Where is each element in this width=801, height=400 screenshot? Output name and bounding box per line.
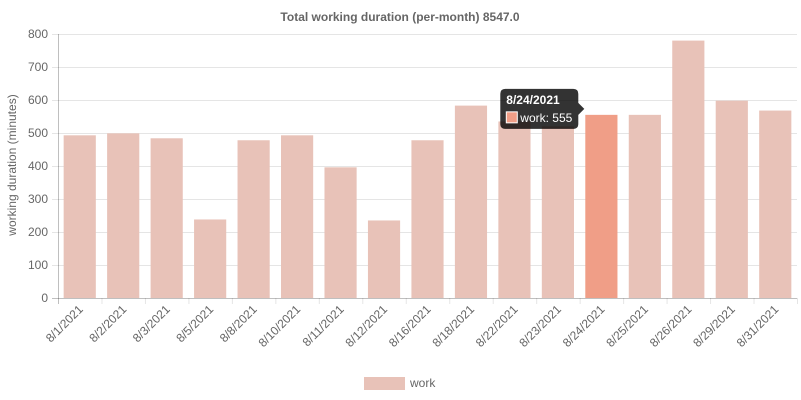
legend[interactable]: work [364, 376, 436, 390]
y-tick-label: 800 [28, 27, 48, 41]
tooltip-label: work: 555 [519, 111, 572, 125]
y-tick-label: 600 [28, 93, 48, 107]
bar[interactable] [672, 40, 705, 298]
bar[interactable] [759, 110, 792, 298]
x-tick-label: 8/25/2021 [603, 302, 651, 350]
y-tick-label: 500 [28, 126, 48, 140]
y-tick-label: 100 [28, 258, 48, 272]
bar[interactable] [324, 167, 357, 298]
x-tick-label: 8/23/2021 [516, 302, 564, 350]
bar[interactable] [541, 126, 574, 299]
bar[interactable] [411, 140, 444, 298]
bar[interactable] [281, 135, 314, 298]
y-tick-label: 700 [28, 60, 48, 74]
bar[interactable] [454, 105, 488, 298]
x-tick-label: 8/31/2021 [734, 302, 782, 350]
bar[interactable] [715, 100, 748, 298]
bar[interactable] [498, 121, 531, 298]
tooltip: 8/24/2021 work: 555 [500, 88, 585, 129]
bar[interactable] [237, 140, 270, 298]
tooltip-color-swatch [505, 111, 518, 124]
chart-title: Total working duration (per-month) 8547.… [280, 10, 519, 24]
x-tick-label: 8/16/2021 [386, 302, 434, 350]
x-tick-label: 8/24/2021 [560, 302, 608, 350]
y-tick-label: 400 [28, 159, 48, 173]
bar[interactable] [194, 219, 227, 298]
x-tick-label: 8/8/2021 [217, 302, 260, 345]
bar[interactable] [367, 220, 401, 298]
y-tick-labels: 0 100 200 300 400 500 600 700 800 [28, 27, 48, 305]
bar[interactable] [585, 114, 618, 298]
x-tick-label: 8/12/2021 [342, 302, 390, 350]
x-tick-label: 8/10/2021 [256, 302, 304, 350]
y-axis-title: working duration (minutes) [5, 94, 19, 236]
x-tick-label: 8/22/2021 [473, 302, 521, 350]
bar[interactable] [107, 133, 140, 298]
x-tick-label: 8/26/2021 [647, 302, 695, 350]
y-tick-label: 200 [28, 225, 48, 239]
legend-label: work [409, 376, 436, 390]
x-tick-label: 8/2/2021 [86, 302, 129, 345]
bar[interactable] [150, 138, 183, 298]
legend-swatch [364, 377, 405, 390]
x-tick-label: 8/29/2021 [690, 302, 738, 350]
bars [63, 40, 792, 299]
x-tick-label: 8/11/2021 [300, 302, 347, 349]
x-tick-label: 8/18/2021 [429, 302, 477, 350]
x-tick-label: 8/3/2021 [130, 302, 173, 345]
x-tick-label: 8/1/2021 [43, 302, 86, 345]
y-tick-label: 300 [28, 192, 48, 206]
tooltip-title: 8/24/2021 [506, 93, 560, 107]
tooltip-background [500, 88, 585, 129]
x-tick-label: 8/5/2021 [173, 302, 216, 345]
bar[interactable] [628, 114, 661, 298]
x-tick-labels: 8/1/2021 8/2/2021 8/3/2021 8/5/2021 8/8/2021… [43, 302, 782, 350]
bar[interactable] [63, 135, 96, 298]
y-tick-label: 0 [41, 291, 48, 305]
